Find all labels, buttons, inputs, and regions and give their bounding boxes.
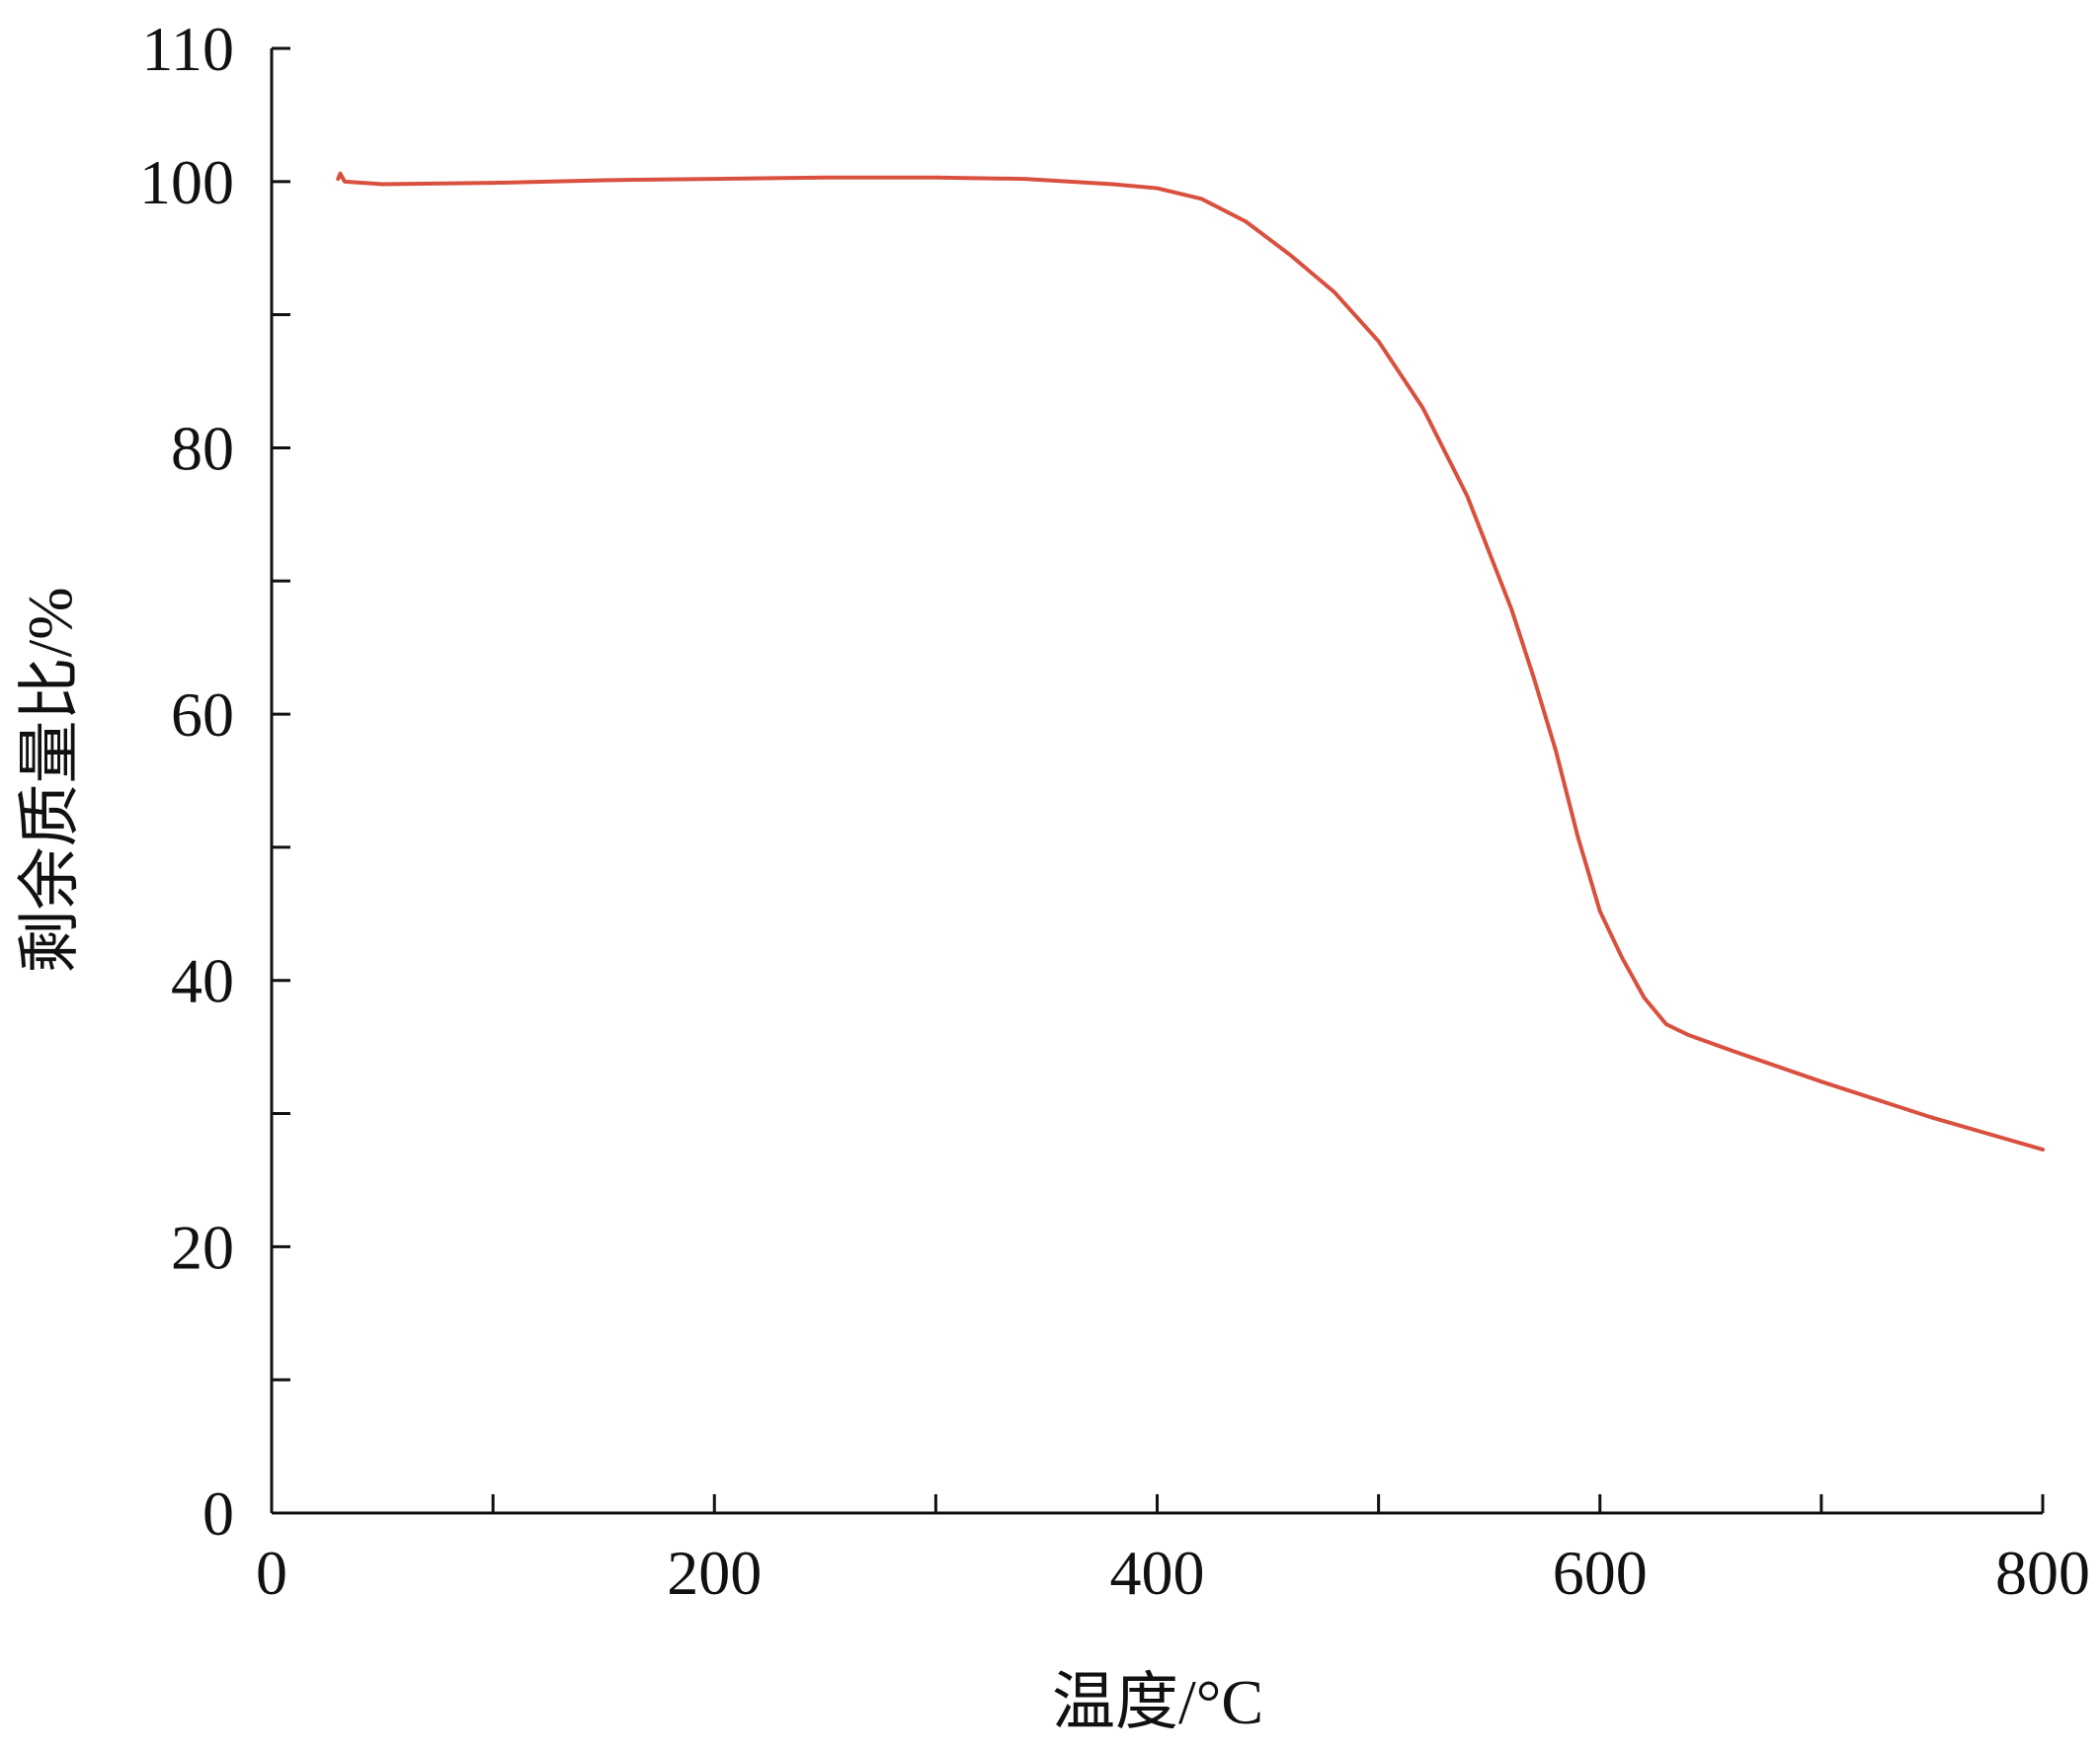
y-tick-label: 110 [141,14,234,84]
y-tick-label: 40 [171,946,234,1016]
x-tick-label: 0 [256,1538,287,1608]
y-tick-label: 60 [171,679,234,750]
y-axis-title: 剩余质量比/% [15,587,85,973]
y-tick-label: 80 [171,413,234,483]
y-tick-label: 100 [139,147,234,217]
y-tick-label: 20 [171,1212,234,1282]
data-line [336,171,2045,1152]
x-tick-label: 600 [1553,1538,1648,1608]
x-tick-label: 800 [1995,1538,2090,1608]
y-tick-label: 0 [202,1478,234,1549]
x-axis-title: 温度/°C [1052,1667,1263,1737]
x-tick-label: 200 [667,1538,762,1608]
x-tick-label: 400 [1110,1538,1205,1608]
